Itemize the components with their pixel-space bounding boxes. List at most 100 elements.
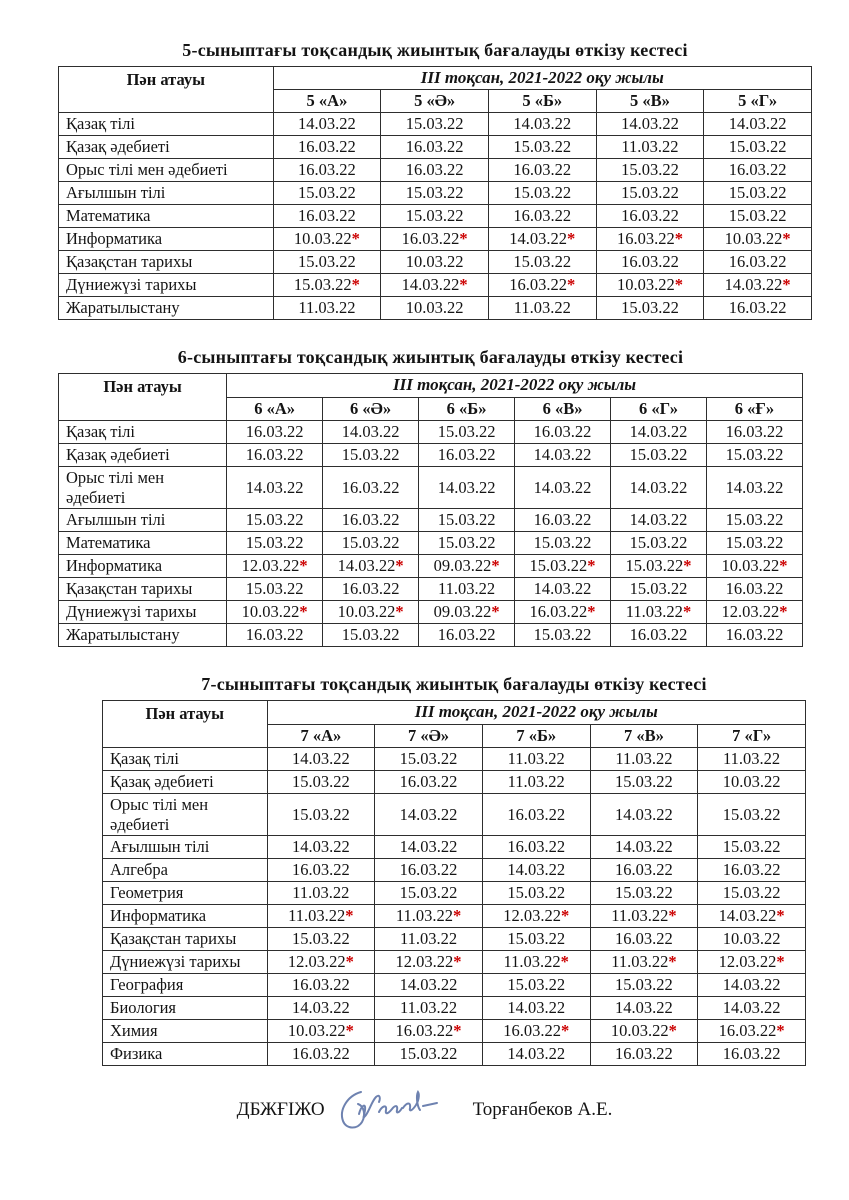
exam-date-cell: 16.03.22 bbox=[697, 858, 806, 883]
asterisk-marker: * bbox=[587, 602, 596, 622]
exam-date: 14.03.22 bbox=[509, 229, 568, 249]
asterisk-marker: * bbox=[491, 602, 500, 622]
exam-date-cell: 16.03.22 bbox=[380, 158, 489, 183]
asterisk-marker: * bbox=[299, 602, 308, 622]
subject-cell: Информатика bbox=[102, 904, 268, 929]
exam-date-cell: 16.03.22 bbox=[374, 858, 483, 883]
exam-date: 12.03.22 bbox=[721, 602, 780, 622]
exam-date-cell: 15.03.22 bbox=[595, 158, 705, 183]
exam-date-cell: 11.03.22* bbox=[610, 600, 707, 625]
asterisk-marker: * bbox=[782, 275, 791, 295]
exam-date-cell: 11.03.22 bbox=[266, 881, 376, 906]
exam-date-cell: 16.03.22 bbox=[589, 858, 699, 883]
subject-cell: Алгебра bbox=[102, 858, 268, 883]
exam-date-cell: 15.03.22 bbox=[703, 181, 812, 206]
exam-date-cell: 14.03.22 bbox=[514, 577, 612, 602]
exam-date-cell: 10.03.22 bbox=[380, 250, 489, 275]
exam-date-cell: 14.03.22 bbox=[589, 835, 699, 860]
exam-date-cell: 16.03.22 bbox=[487, 204, 597, 229]
exam-date-cell: 14.03.22* bbox=[380, 273, 489, 298]
exam-date: 12.03.22 bbox=[395, 952, 454, 972]
exam-date-cell: 16.03.22 bbox=[374, 769, 483, 794]
exam-date: 12.03.22 bbox=[718, 952, 777, 972]
asterisk-marker: * bbox=[668, 952, 677, 972]
exam-date-cell: 16.03.22 bbox=[418, 442, 516, 467]
exam-date-cell: 14.03.22 bbox=[266, 996, 376, 1021]
exam-date-cell: 10.03.22* bbox=[226, 600, 324, 625]
exam-date: 14.03.22 bbox=[401, 275, 460, 295]
exam-date-cell: 15.03.22 bbox=[322, 623, 420, 648]
exam-date: 16.03.22 bbox=[401, 229, 460, 249]
subject-cell: Физика bbox=[102, 1042, 268, 1067]
exam-date-cell: 11.03.22 bbox=[374, 927, 483, 952]
asterisk-marker: * bbox=[459, 275, 468, 295]
exam-date-cell: 15.03.22 bbox=[418, 508, 516, 533]
asterisk-marker: * bbox=[779, 602, 788, 622]
table-row: Ағылшын тілі 14.03.22 14.03.22 16.03.22 14.0… bbox=[102, 835, 806, 860]
exam-date-cell: 15.03.22 bbox=[272, 250, 382, 275]
table-row: Қазақ тілі 16.03.22 14.03.22 15.03.22 16.03.… bbox=[57, 419, 804, 444]
class-column-header: 6 «А» bbox=[226, 396, 324, 421]
subject-cell: Ағылшын тілі bbox=[58, 181, 274, 206]
asterisk-marker: * bbox=[587, 556, 596, 576]
exam-date-cell: 11.03.22 bbox=[418, 577, 516, 602]
handwritten-signature-icon bbox=[337, 1084, 461, 1140]
exam-date-cell: 15.03.22 bbox=[589, 769, 699, 794]
exam-date-cell: 14.03.22 bbox=[514, 465, 612, 510]
exam-date-cell: 16.03.22* bbox=[487, 273, 597, 298]
exam-date-cell: 16.03.22* bbox=[595, 227, 705, 252]
exam-date: 09.03.22 bbox=[433, 556, 492, 576]
class-column-header: 6 «Ғ» bbox=[705, 396, 804, 421]
exam-date-cell: 15.03.22 bbox=[322, 531, 420, 556]
exam-date: 10.03.22 bbox=[337, 602, 396, 622]
table-row: Жаратылыстану 16.03.22 15.03.22 16.03.22 15.… bbox=[57, 623, 804, 648]
exam-date-cell: 16.03.22 bbox=[589, 927, 699, 952]
exam-date-cell: 16.03.22 bbox=[266, 1042, 376, 1067]
asterisk-marker: * bbox=[345, 906, 354, 926]
exam-date-cell: 15.03.22 bbox=[380, 204, 489, 229]
asterisk-marker: * bbox=[674, 275, 683, 295]
table-row: Орыс тілі мен әдебиеті 16.03.22 16.03.22 16… bbox=[58, 158, 812, 183]
exam-date-cell: 14.03.22 bbox=[272, 112, 382, 137]
exam-date-cell: 14.03.22 bbox=[374, 973, 483, 998]
exam-date-cell: 16.03.22* bbox=[374, 1019, 483, 1044]
exam-date: 10.03.22 bbox=[287, 1021, 346, 1041]
subject-cell: Математика bbox=[57, 531, 228, 556]
exam-date-cell: 11.03.22 bbox=[589, 746, 699, 771]
schedule-document-page: 5-сыныптағы тоқсандық жиынтық бағалауды … bbox=[57, 40, 813, 1140]
exam-date: 09.03.22 bbox=[433, 602, 492, 622]
exam-date-cell: 12.03.22* bbox=[705, 600, 804, 625]
asterisk-marker: * bbox=[351, 275, 360, 295]
exam-date: 10.03.22 bbox=[610, 1021, 669, 1041]
exam-date-cell: 14.03.22 bbox=[418, 465, 516, 510]
subject-cell: Ағылшын тілі bbox=[102, 835, 268, 860]
table-row: Қазақстан тарихы 15.03.22 11.03.22 15.03.22… bbox=[102, 927, 806, 952]
exam-date-cell: 15.03.22 bbox=[610, 442, 707, 467]
table-row: Қазақ әдебиеті 16.03.22 15.03.22 16.03.22 14… bbox=[57, 442, 804, 467]
exam-date-cell: 16.03.22 bbox=[418, 623, 516, 648]
exam-date-cell: 14.03.22 bbox=[481, 1042, 591, 1067]
exam-date: 11.03.22 bbox=[625, 602, 683, 622]
asterisk-marker: * bbox=[683, 556, 692, 576]
exam-date-cell: 15.03.22 bbox=[595, 181, 705, 206]
exam-date-cell: 10.03.22* bbox=[322, 600, 420, 625]
subject-cell: Орыс тілі мен әдебиеті bbox=[58, 158, 274, 183]
exam-date: 16.03.22 bbox=[616, 229, 675, 249]
exam-date: 14.03.22 bbox=[337, 556, 396, 576]
exam-date-cell: 15.03.22 bbox=[697, 835, 806, 860]
exam-date: 16.03.22 bbox=[509, 275, 568, 295]
grade-5-schedule-section: 5-сыныптағы тоқсандық жиынтық бағалауды … bbox=[58, 40, 813, 321]
exam-date: 16.03.22 bbox=[503, 1021, 561, 1041]
exam-date-cell: 14.03.22 bbox=[266, 835, 376, 860]
exam-date-cell: 16.03.22 bbox=[266, 973, 376, 998]
exam-date-cell: 16.03.22 bbox=[595, 204, 705, 229]
exam-date-cell: 16.03.22 bbox=[705, 577, 804, 602]
exam-date-cell: 10.03.22* bbox=[272, 227, 382, 252]
class-column-header: 7 «А» bbox=[266, 723, 376, 748]
class-column-header: 6 «Ә» bbox=[322, 396, 420, 421]
exam-date-cell: 12.03.22* bbox=[374, 950, 483, 975]
exam-date-cell: 14.03.22 bbox=[481, 996, 591, 1021]
exam-date-cell: 11.03.22 bbox=[374, 996, 483, 1021]
exam-date-cell: 14.03.22* bbox=[322, 554, 420, 579]
table-row: География 16.03.22 14.03.22 15.03.22 15.03.2… bbox=[102, 973, 806, 998]
